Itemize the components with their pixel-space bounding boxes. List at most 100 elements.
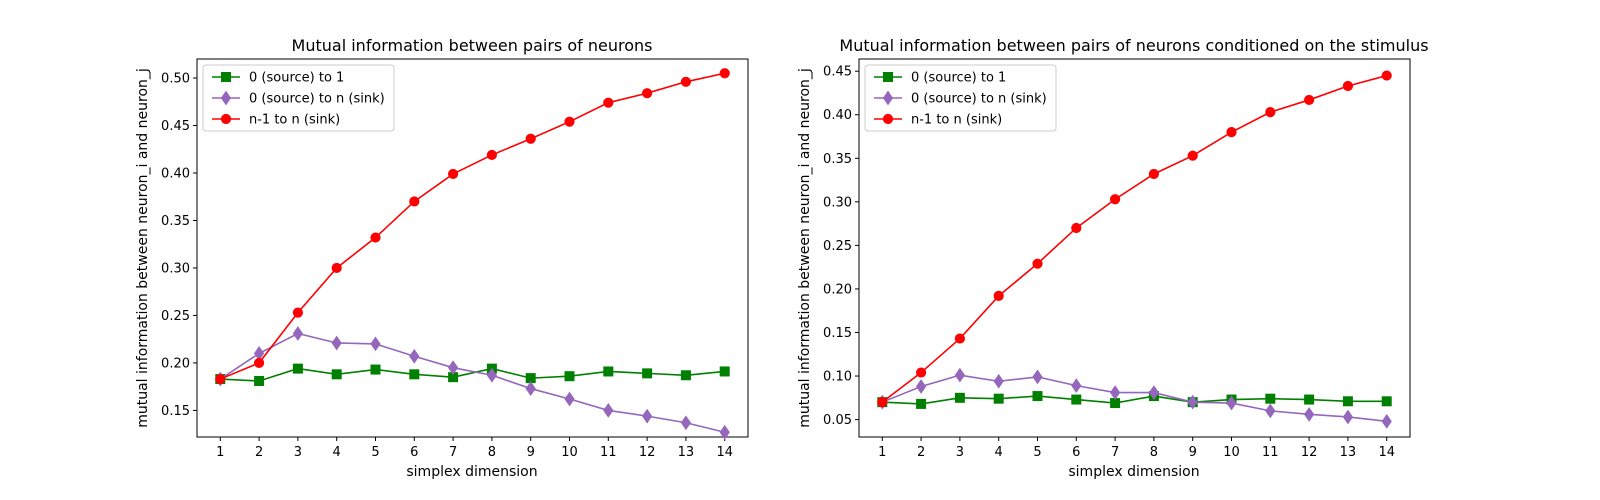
chart-left-ytick-label: 0.25 <box>161 309 190 324</box>
chart-left-data-point <box>642 368 653 379</box>
chart-left-series-line <box>220 367 725 382</box>
chart-left-xtick-label: 11 <box>600 445 617 460</box>
chart-left-data-point <box>642 88 653 99</box>
chart-right-data-point <box>1071 222 1082 234</box>
chart-right-xlabel: simplex dimension <box>1068 464 1199 480</box>
chart-right-ytick-label: 0.05 <box>823 413 852 428</box>
chart-right-xtick-label: 14 <box>1378 445 1395 460</box>
chart-right-xtick-label: 6 <box>1072 445 1080 460</box>
chart-left-data-point <box>680 76 692 87</box>
chart-right-data-point <box>993 373 1004 389</box>
chart-right-data-point <box>1304 406 1315 422</box>
chart-right-data-point <box>1187 394 1198 410</box>
chart-right-ytick-label: 0.25 <box>823 239 852 254</box>
chart-left-legend-entry: n-1 to n (sink) <box>212 113 340 128</box>
chart-left-data-point <box>331 369 342 380</box>
chart-left-xtick-label: 5 <box>371 445 379 460</box>
chart-right-data-point <box>1032 391 1043 402</box>
chart-right-data-point <box>877 397 888 408</box>
chart-left-data-point <box>486 149 498 161</box>
chart-left-data-point <box>331 335 342 351</box>
chart-right-data-point <box>1381 396 1392 407</box>
chart-right-data-point <box>1032 369 1043 385</box>
chart-right-data-point <box>915 379 927 394</box>
chart-right-xtick-label: 5 <box>1033 445 1041 460</box>
chart-right-ylabel: mutual information between neuron_i and … <box>797 68 813 428</box>
chart-left-legend-marker <box>220 90 232 106</box>
chart-left-data-point <box>292 307 303 318</box>
chart-left-series-line <box>219 332 725 434</box>
chart-right-ytick-label: 0.30 <box>823 195 852 210</box>
chart-right-legend-label: 0 (source) to n (sink) <box>911 92 1047 107</box>
chart-left-ytick-label: 0.15 <box>161 404 190 419</box>
chart-right-data-point <box>1071 378 1082 393</box>
chart-right-plot: 1 2 3 4 5 6 7 8 9 10 11 12 13 140.050.100.150.200.250… <box>823 58 1411 460</box>
chart-left-xlabel: simplex dimension <box>406 464 537 480</box>
chart-right-xtick-label: 9 <box>1189 445 1197 460</box>
chart-left-legend-marker <box>221 72 231 82</box>
chart-right-data-point <box>993 290 1004 302</box>
chart-right-data-point <box>1381 413 1392 429</box>
chart-right-data-point <box>1265 403 1276 419</box>
chart-right-legend-marker <box>882 90 894 106</box>
chart-right-legend-entry: n-1 to n (sink) <box>874 113 1002 128</box>
chart-left-data-point <box>719 366 730 377</box>
chart-right-data-point <box>1071 394 1082 405</box>
chart-right-series-line <box>881 374 1387 423</box>
chart-left-plot: 1 2 3 4 5 6 7 8 9 10 11 12 13 140.150.200.250.300.350… <box>161 58 749 460</box>
chart-left-data-point <box>525 133 536 144</box>
chart-left-xtick-label: 9 <box>527 445 535 460</box>
chart-left-data-point <box>370 336 381 352</box>
chart-left-data-point <box>254 375 265 386</box>
chart-right-data-point <box>1304 94 1315 106</box>
chart-right-data-point <box>954 333 965 344</box>
chart-right-data-point <box>1381 70 1392 81</box>
chart-right-data-point <box>993 393 1004 404</box>
chart-right-ytick-label: 0.15 <box>823 326 852 341</box>
chart-left-series-2 <box>215 68 730 385</box>
chart-left-legend-box <box>202 64 395 132</box>
chart-right-ytick-label: 0.40 <box>823 108 852 123</box>
chart-right-legend: 0 (source) to 1 0 (source) to n (sink) n-1… <box>864 64 1057 132</box>
chart-left-xtick-label: 14 <box>716 445 733 460</box>
chart-right-xtick-label: 11 <box>1262 445 1279 460</box>
chart-left-ytick-label: 0.40 <box>161 166 190 181</box>
chart-left-data-point <box>680 370 691 381</box>
chart-left-xtick-label: 6 <box>410 445 418 460</box>
chart-left-data-point <box>719 68 730 79</box>
chart-right-data-point <box>954 367 965 383</box>
chart-left-xtick-label: 10 <box>561 445 578 460</box>
chart-left-data-point <box>564 391 575 407</box>
chart-right-data-point <box>1109 194 1121 205</box>
chart-right-legend-marker <box>882 113 894 125</box>
chart-left-data-point <box>525 381 536 396</box>
chart-right-data-point <box>1342 409 1354 425</box>
chart-right-legend-entry: 0 (source) to n (sink) <box>874 90 1047 107</box>
chart-right-series-2 <box>877 70 1392 408</box>
chart-left-legend-entry: 0 (source) to 1 <box>212 71 344 86</box>
chart-right-xtick-label: 12 <box>1301 445 1318 460</box>
chart-left-data-point <box>447 360 459 376</box>
chart-left-ytick-label: 0.50 <box>161 71 190 86</box>
chart-right-ytick-label: 0.45 <box>823 65 852 80</box>
chart-right-ytick-label: 0.20 <box>823 282 852 297</box>
chart-right-series-line <box>882 395 1387 405</box>
chart-left-ytick-label: 0.20 <box>161 356 190 371</box>
chart-left-legend-label: n-1 to n (sink) <box>249 113 340 128</box>
chart-left-data-point <box>719 424 730 440</box>
chart-left-data-point <box>370 364 381 375</box>
chart-right-data-point <box>954 392 965 403</box>
chart-left-xtick-label: 12 <box>639 445 656 460</box>
chart-left-legend-entry: 0 (source) to n (sink) <box>212 90 385 107</box>
chart-left-data-point <box>253 357 265 369</box>
chart-left-data-point <box>603 366 614 377</box>
chart-right-legend-marker <box>883 72 893 82</box>
chart-left-xtick-label: 3 <box>294 445 302 460</box>
chart-right-xtick-label: 3 <box>956 445 964 460</box>
chart-right-data-point <box>1187 150 1198 161</box>
chart-left-ytick-label: 0.35 <box>161 214 190 229</box>
chart-right-legend-label: 0 (source) to 1 <box>911 71 1006 86</box>
chart-left-xtick-label: 7 <box>449 445 457 460</box>
chart-left-xtick-label: 1 <box>216 445 224 460</box>
